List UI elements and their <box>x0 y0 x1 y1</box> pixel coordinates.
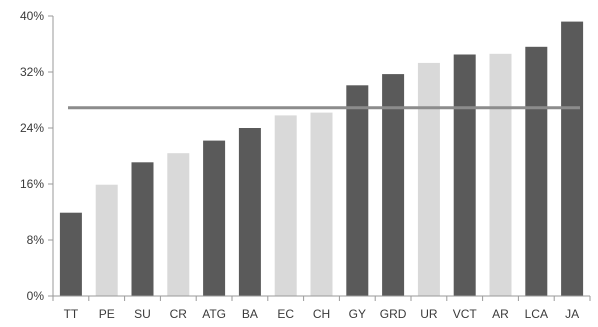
x-tick-label: BA <box>242 307 258 321</box>
y-tick-label: 16% <box>20 177 44 191</box>
x-tick-label: AR <box>492 307 509 321</box>
x-tick-label: JA <box>565 307 579 321</box>
y-tick-label: 24% <box>20 121 44 135</box>
y-axis: 0% 8% 16% 24% 32% 40% <box>20 9 54 303</box>
bar-ec <box>274 115 297 297</box>
bar-atg <box>203 140 226 296</box>
bar-gy <box>346 85 369 296</box>
bar-ar <box>489 53 512 296</box>
x-tick-label: EC <box>277 307 294 321</box>
x-tick-label: GRD <box>380 307 407 321</box>
bar-su <box>131 162 154 296</box>
bar-ba <box>238 128 261 296</box>
x-tick-label: GY <box>349 307 366 321</box>
y-tick-label: 32% <box>20 65 44 79</box>
bar-ch <box>310 112 333 296</box>
y-tick-label: 0% <box>27 289 45 303</box>
x-tick-label: PE <box>99 307 115 321</box>
bar-vct <box>453 54 476 296</box>
x-tick-label: CR <box>170 307 188 321</box>
x-tick-label: CH <box>313 307 330 321</box>
bar-cr <box>167 153 190 296</box>
bar-ur <box>417 62 440 297</box>
bar-grd <box>382 74 405 296</box>
bars <box>59 21 584 297</box>
x-tick-label: VCT <box>453 307 478 321</box>
x-tick-label: LCA <box>525 307 548 321</box>
y-tick-label: 8% <box>27 233 45 247</box>
x-tick-label: TT <box>64 307 79 321</box>
bar-ja <box>561 21 584 296</box>
bar-tt <box>59 212 82 296</box>
x-tick-label: SU <box>134 307 151 321</box>
y-tick-label: 40% <box>20 9 44 23</box>
x-tick-label: ATG <box>202 307 226 321</box>
bar-pe <box>95 184 118 296</box>
x-axis: TT PE SU CR ATG BA EC CH GY GRD UR VCT AR LCA JA <box>52 295 591 321</box>
x-tick-label: UR <box>420 307 438 321</box>
bar-lca <box>525 46 548 296</box>
